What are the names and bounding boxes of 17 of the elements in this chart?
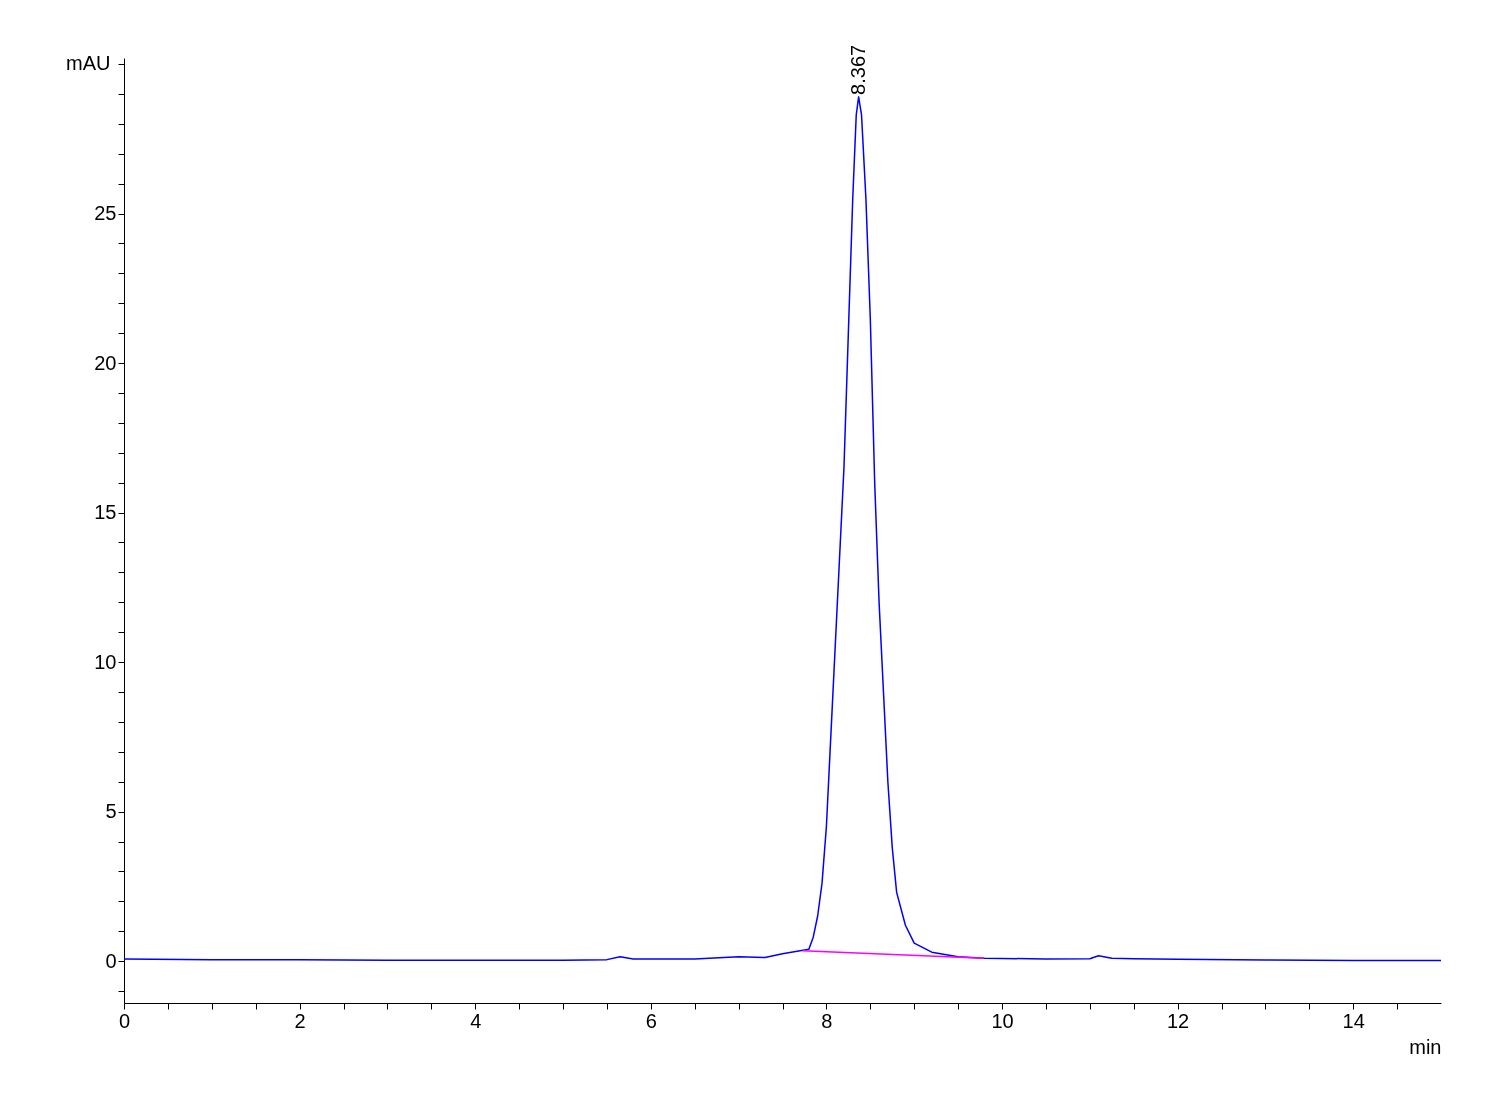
x-tick-label: 6: [645, 1009, 657, 1032]
x-tick-label: 4: [470, 1009, 482, 1032]
annotation: 8.367: [846, 44, 869, 95]
y-tick-label: 20: [94, 351, 117, 374]
y-tick-label: 15: [94, 501, 117, 524]
x-tick-label: 14: [1342, 1009, 1365, 1032]
y-tick-label: 10: [94, 650, 117, 673]
y-tick-label: 0: [105, 949, 117, 972]
x-tick-label: 2: [294, 1009, 306, 1032]
x-tick-label: 12: [1166, 1009, 1190, 1032]
x-tick-label: 10: [991, 1009, 1014, 1032]
line-series: [124, 96, 1441, 962]
x-tick-label: 8: [821, 1009, 833, 1032]
y-axis-title: mAU: [66, 51, 111, 74]
x-axis-title: min: [1409, 1035, 1442, 1058]
y-tick-label: 5: [105, 800, 117, 823]
y-tick-label: 25: [94, 202, 117, 225]
